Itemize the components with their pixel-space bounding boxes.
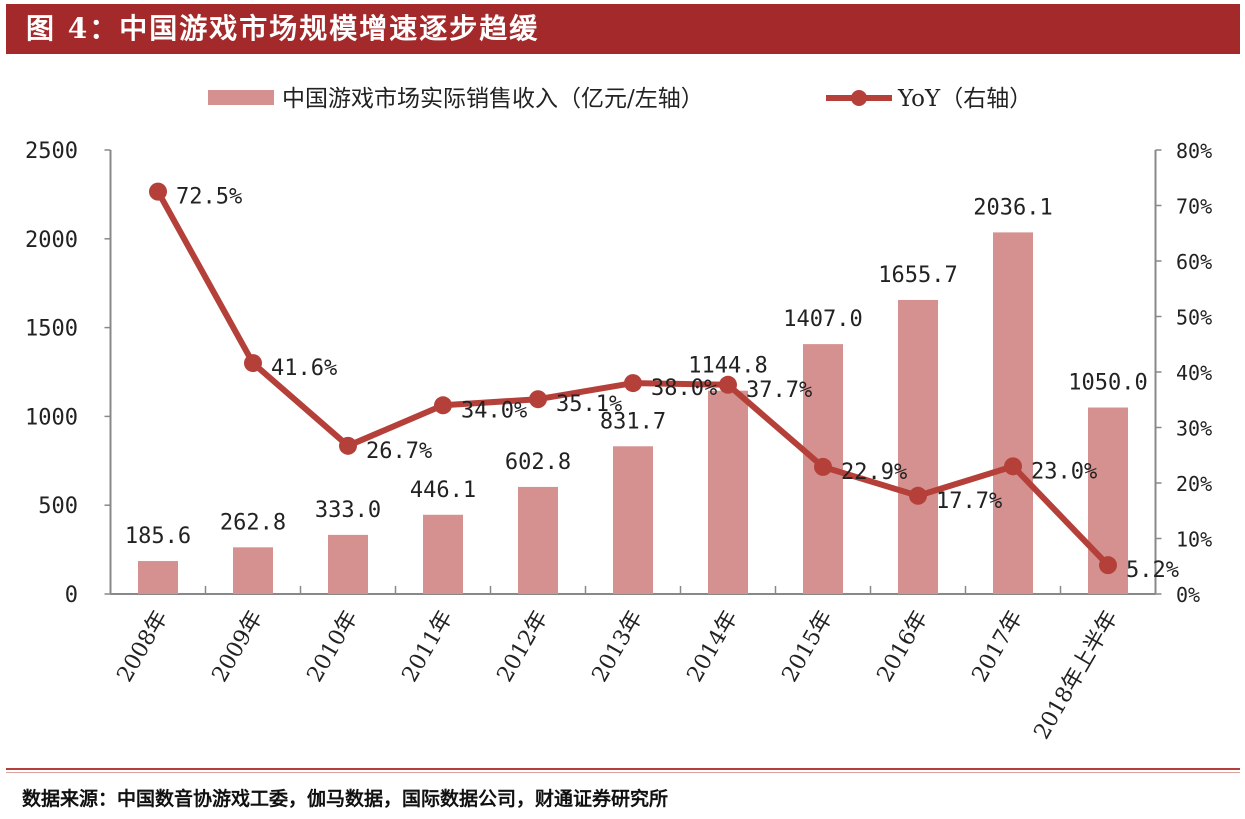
left-tick-label: 2500 [25, 139, 78, 164]
yoy-point [434, 396, 452, 415]
left-tick-label: 500 [38, 494, 78, 519]
yoy-data-label: 23.0% [1031, 459, 1097, 484]
right-tick-label: 10% [1176, 528, 1212, 552]
yoy-point [149, 182, 167, 201]
yoy-data-label: 17.7% [936, 489, 1002, 514]
x-tick-label: 2008年 [113, 607, 174, 687]
bar [423, 514, 463, 594]
legend-bar-label: 中国游戏市场实际销售收入（亿元/左轴） [282, 86, 704, 112]
right-tick-label: 40% [1176, 361, 1212, 385]
bar [708, 390, 748, 594]
yoy-data-label: 22.9% [841, 460, 907, 485]
yoy-data-label: 37.7% [746, 378, 812, 403]
left-tick-label: 0 [65, 583, 78, 608]
legend-bar-swatch [208, 90, 274, 105]
left-tick-label: 1000 [25, 405, 78, 430]
bar-data-label: 1050.0 [1068, 371, 1147, 396]
yoy-data-label: 38.0% [651, 376, 717, 401]
x-tick-label: 2010年 [303, 607, 364, 687]
x-tick-label: 2011年 [398, 607, 459, 687]
bar-data-label: 1407.0 [783, 307, 862, 332]
x-tick-label: 2018年上半年 [1030, 607, 1124, 744]
x-tick-label: 2012年 [493, 607, 554, 687]
yoy-point [814, 457, 832, 476]
right-tick-label: 80% [1176, 139, 1212, 163]
right-tick-label: 0% [1176, 583, 1200, 607]
right-tick-label: 50% [1176, 306, 1212, 330]
bar [518, 486, 558, 594]
bar-data-label: 602.8 [505, 450, 571, 475]
legend-line-label: YoY（右轴） [897, 86, 1032, 112]
legend-line-marker [851, 90, 867, 106]
x-tick-label: 2013年 [588, 607, 649, 687]
yoy-data-label: 35.1% [556, 392, 622, 417]
yoy-data-label: 26.7% [366, 439, 432, 464]
x-tick-label: 2017年 [968, 607, 1029, 687]
yoy-point [719, 375, 737, 394]
figure-title: 图 4：中国游戏市场规模增速逐步趋缓 [6, 4, 1240, 54]
bar [138, 561, 178, 594]
bar-data-label: 831.7 [600, 409, 666, 434]
yoy-data-label: 41.6% [271, 356, 337, 381]
bar-data-label: 1655.7 [878, 263, 957, 288]
bar [328, 534, 368, 594]
footer-divider-thin [6, 772, 1240, 773]
bar-data-label: 1144.8 [688, 354, 767, 379]
x-tick-label: 2014年 [683, 607, 744, 687]
right-tick-label: 60% [1176, 250, 1212, 274]
yoy-point [624, 374, 642, 393]
right-tick-label: 70% [1176, 195, 1212, 219]
footer-divider [6, 768, 1240, 770]
yoy-data-label: 34.0% [461, 398, 527, 423]
bar [233, 547, 273, 594]
x-tick-label: 2016年 [873, 607, 934, 687]
bar [613, 446, 653, 594]
yoy-point [1004, 457, 1022, 476]
yoy-point [529, 390, 547, 409]
x-tick-label: 2009年 [208, 607, 269, 687]
x-tick-label: 2015年 [778, 607, 839, 687]
source-note: 数据来源：中国数音协游戏工委，伽马数据，国际数据公司，财通证券研究所 [22, 788, 669, 810]
yoy-point [1099, 556, 1117, 575]
bar [898, 299, 938, 594]
bar [993, 232, 1033, 594]
bar-data-label: 2036.1 [973, 195, 1052, 220]
yoy-data-label: 5.2% [1126, 558, 1179, 583]
left-tick-label: 2000 [25, 228, 78, 253]
bar-data-label: 333.0 [315, 498, 381, 523]
yoy-point [244, 354, 262, 373]
right-tick-label: 30% [1176, 417, 1212, 441]
yoy-point [909, 486, 927, 505]
bar-data-label: 185.6 [125, 524, 191, 549]
right-tick-label: 20% [1176, 472, 1212, 496]
bar-data-label: 262.8 [220, 510, 286, 535]
yoy-point [339, 436, 357, 455]
yoy-data-label: 72.5% [176, 185, 242, 210]
left-tick-label: 1500 [25, 317, 78, 342]
bar-data-label: 446.1 [410, 478, 476, 503]
